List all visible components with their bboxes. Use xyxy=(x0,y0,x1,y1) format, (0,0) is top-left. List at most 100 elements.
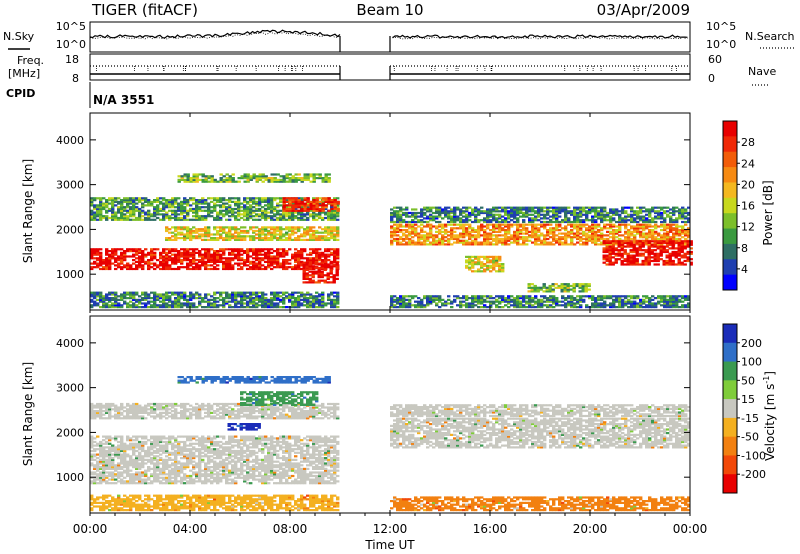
velocity-colorbar-swatch xyxy=(723,399,737,419)
power-echo-band xyxy=(527,283,591,293)
power-panel: 1000 2000 3000 4000 Slant Range [km] 4 8 12 16… xyxy=(21,112,775,311)
velocity-echo-band xyxy=(240,391,319,406)
power-echo-band xyxy=(465,255,505,273)
power-echo-band xyxy=(282,197,340,212)
velocity-echo-band xyxy=(177,376,331,384)
x-tick-label: 12:00 xyxy=(373,522,408,536)
date-title: 03/Apr/2009 xyxy=(597,1,690,19)
x-tick-label: 04:00 xyxy=(173,522,208,536)
velocity-ytick-label: 3000 xyxy=(56,382,84,395)
velocity-colorbar-tick: 100 xyxy=(741,356,762,369)
power-colorbar-swatch xyxy=(723,197,737,214)
velocity-echo-band xyxy=(90,435,340,485)
power-echo-band xyxy=(165,226,340,241)
freq-panel: Freq. [MHz] 18 8 Nave 60 0 xyxy=(8,53,776,86)
power-ytick-label: 4000 xyxy=(56,134,84,147)
nave-tick-bottom: 0 xyxy=(708,72,715,85)
velocity-colorbar-tick: -15 xyxy=(741,412,759,425)
power-colorbar-swatch xyxy=(723,121,737,137)
x-tick-label: 00:00 xyxy=(73,522,108,536)
power-ytick-label: 2000 xyxy=(56,223,84,236)
power-ytick-label: 3000 xyxy=(56,179,84,192)
power-colorbar-swatch xyxy=(723,259,737,276)
velocity-colorbar-swatch xyxy=(723,380,737,400)
noise-left-tick-top: 10^5 xyxy=(56,20,86,33)
noise-right-label: N.Search xyxy=(745,30,795,43)
power-colorbar-swatch xyxy=(723,167,737,183)
power-ytick-label: 1000 xyxy=(56,268,84,281)
cpid-value: N/A 3551 xyxy=(93,93,154,107)
power-colorbar-tick: 4 xyxy=(741,263,748,276)
power-echo-band xyxy=(90,291,340,309)
velocity-colorbar-swatch xyxy=(723,436,737,456)
velocity-colorbar-tick: 200 xyxy=(741,337,762,350)
velocity-ylabel: Slant Range [km] xyxy=(21,362,35,466)
power-colorbar-tick: 28 xyxy=(741,136,755,149)
velocity-ytick-label: 1000 xyxy=(56,471,84,484)
velocity-colorbar-swatch xyxy=(723,417,737,438)
noise-right-tick-top: 10^5 xyxy=(706,20,736,33)
velocity-colorbar-swatch xyxy=(723,324,737,344)
noise-panel: N.Sky 10^5 10^0 N.Search 10^5 10^0 xyxy=(3,20,795,53)
power-echo-band xyxy=(390,295,691,309)
freq-tick-top: 18 xyxy=(65,53,79,66)
velocity-colorbar-tick: -100 xyxy=(741,449,766,462)
x-tick-label: 08:00 xyxy=(273,522,308,536)
velocity-echo-band xyxy=(390,404,691,418)
nave-tick-top: 60 xyxy=(708,53,722,66)
power-colorbar-swatch xyxy=(723,136,737,153)
power-colorbar-swatch xyxy=(723,151,737,168)
velocity-ytick-label: 2000 xyxy=(56,426,84,439)
velocity-panel: 1000 2000 3000 4000 Slant Range [km] 200 100… xyxy=(21,315,777,514)
velocity-echo-band xyxy=(90,494,340,512)
cpid-label: CPID xyxy=(6,87,35,100)
power-echo-band xyxy=(90,197,340,221)
freq-label-2: [MHz] xyxy=(8,67,40,80)
freq-tick-bottom: 8 xyxy=(72,72,79,85)
power-colorbar-label: Power [dB] xyxy=(761,180,775,245)
station-title: TIGER (fitACF) xyxy=(91,1,198,19)
velocity-ytick-label: 4000 xyxy=(56,337,84,350)
power-echo-band xyxy=(390,223,691,246)
power-echo-band xyxy=(302,261,339,284)
velocity-colorbar-swatch xyxy=(723,361,737,381)
velocity-colorbar-swatch xyxy=(723,455,737,475)
noise-search-trace xyxy=(89,31,688,40)
velocity-colorbar-swatch xyxy=(723,342,737,363)
power-colorbar-tick: 20 xyxy=(741,178,755,191)
velocity-echo-band xyxy=(390,417,691,449)
power-colorbar-swatch xyxy=(723,274,737,291)
velocity-colorbar-tick: 50 xyxy=(741,374,755,387)
x-tick-label: 20:00 xyxy=(573,522,608,536)
power-colorbar-swatch xyxy=(723,182,737,199)
power-colorbar-tick: 24 xyxy=(741,157,755,170)
noise-sky-trace xyxy=(89,29,688,39)
noise-left-tick-bottom: 10^0 xyxy=(56,38,86,51)
power-ylabel: Slant Range [km] xyxy=(21,159,35,263)
freq-label-1: Freq. xyxy=(17,54,44,67)
velocity-colorbar-tick: -50 xyxy=(741,431,759,444)
beam-title: Beam 10 xyxy=(356,1,423,19)
power-echo-band xyxy=(602,240,693,266)
power-colorbar-tick: 8 xyxy=(741,242,748,255)
power-colorbar-swatch xyxy=(723,228,737,245)
power-echo-band xyxy=(90,248,340,271)
x-axis-label: Time UT xyxy=(364,538,415,552)
noise-right-tick-bottom: 10^0 xyxy=(706,38,736,51)
velocity-colorbar-tick: -200 xyxy=(741,468,766,481)
x-tick-label: 00:00 xyxy=(673,522,708,536)
nave-label: Nave xyxy=(748,65,776,78)
velocity-echo-band xyxy=(227,423,261,431)
power-colorbar-tick: 16 xyxy=(741,200,755,213)
power-colorbar-tick: 12 xyxy=(741,221,755,234)
velocity-colorbar-tick: 15 xyxy=(741,393,755,406)
x-tick-label: 16:00 xyxy=(473,522,508,536)
velocity-echo-band xyxy=(390,496,691,512)
power-echo-band xyxy=(390,206,691,224)
power-echo-band xyxy=(177,173,331,183)
power-colorbar-swatch xyxy=(723,213,737,230)
noise-left-label: N.Sky xyxy=(3,30,35,43)
velocity-colorbar-swatch xyxy=(723,474,737,494)
velocity-colorbar-label: Velocity [m s-1] xyxy=(762,371,777,461)
